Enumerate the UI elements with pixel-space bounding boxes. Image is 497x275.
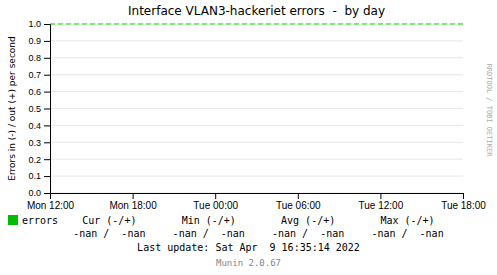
y-tick-label: 0.5 [28, 104, 41, 114]
y-tick-label: 1.0 [28, 19, 41, 29]
grid-line [50, 176, 463, 177]
last-update: Last update: Sat Apr 9 16:35:14 2022 [137, 242, 360, 253]
x-tick-mark [380, 193, 381, 199]
y-tick-label: 0.3 [28, 138, 41, 148]
plot-background [50, 24, 463, 193]
x-tick-mark [133, 193, 134, 199]
y-tick: 1.0 [28, 19, 50, 29]
stat-header: Avg (-/+) [281, 215, 335, 226]
y-tick: 0.6 [28, 87, 50, 97]
y-tick: 0.0 [28, 188, 50, 198]
y-tick-label: 0.7 [28, 70, 41, 80]
x-axis-line [51, 194, 464, 200]
grid-line [50, 159, 463, 160]
x-tick-label: Tue 18:00 [441, 200, 486, 211]
x-tick-mark [463, 193, 464, 199]
marks [50, 24, 463, 25]
chart: Mon 12:00 Mon 18:00 Tue 00:00 Tue 06:00 Tue … [0, 0, 497, 275]
y-tick-label: 0.1 [28, 171, 41, 181]
y-tick-mark [44, 92, 50, 93]
y-tick: 0.9 [28, 36, 50, 46]
y-tick-mark [44, 142, 50, 143]
y-axis: 0.0 0.1 0.2 0.3 0.4 0.5 0.6 0.7 0.8 0.9 1.0 [28, 19, 50, 198]
y-tick: 0.5 [28, 104, 50, 114]
y-tick-label: 0.4 [28, 121, 41, 131]
reference-line [50, 24, 463, 25]
y-grid [50, 24, 463, 193]
y-axis-title: Errors in (-) / out (+) per second [7, 36, 17, 181]
x-tick-label: Tue 06:00 [276, 200, 321, 211]
y-tick-mark [44, 109, 50, 110]
y-tick-mark [44, 193, 50, 194]
x-tick-mark [215, 193, 216, 199]
plot: Mon 12:00 Mon 18:00 Tue 00:00 Tue 06:00 Tue … [27, 19, 486, 211]
y-tick: 0.4 [28, 121, 50, 131]
grid-line [50, 91, 463, 92]
version: Munin 2.0.67 [216, 258, 281, 268]
grid-line [50, 74, 463, 75]
x-tick-label: Mon 12:00 [27, 200, 75, 211]
stat-header: Cur (-/+) [82, 215, 136, 226]
y-tick: 0.1 [28, 171, 50, 181]
y-tick-mark [44, 58, 50, 59]
stat-value: -nan / -nan [371, 228, 443, 239]
title: Interface VLAN3-hackeriet errors - by da… [128, 4, 385, 18]
x-tick: Tue 12:00 [359, 193, 404, 211]
x-tick: Tue 18:00 [441, 193, 486, 211]
y-axis-line [44, 25, 51, 194]
x-tick-label: Tue 00:00 [193, 200, 238, 211]
y-tick-mark [44, 176, 50, 177]
y-tick: 0.3 [28, 138, 50, 148]
y-tick-mark [44, 125, 50, 126]
x-tick: Tue 06:00 [276, 193, 321, 211]
legend-label: errors [22, 215, 58, 226]
x-tick-mark [298, 193, 299, 199]
watermark: RRDTOOL / TOBI OETIKER [485, 64, 493, 158]
stat-value: -nan / -nan [272, 228, 344, 239]
stat-value: -nan / -nan [173, 228, 245, 239]
stat-value: -nan / -nan [73, 228, 145, 239]
grid-line [50, 24, 463, 25]
grid-line [50, 57, 463, 58]
x-tick: Tue 00:00 [193, 193, 238, 211]
x-tick-label: Mon 18:00 [109, 200, 157, 211]
y-tick-label: 0.6 [28, 87, 41, 97]
y-tick-mark [44, 24, 50, 25]
legend-swatch [8, 215, 18, 225]
y-tick: 0.8 [28, 53, 50, 63]
x-tick-label: Tue 12:00 [359, 200, 404, 211]
grid-line [50, 40, 463, 41]
y-tick-label: 0.2 [28, 155, 41, 165]
stat-header: Min (-/+) [182, 215, 236, 226]
y-tick: 0.7 [28, 70, 50, 80]
y-tick-mark [44, 75, 50, 76]
y-tick-label: 0.8 [28, 53, 41, 63]
y-tick: 0.2 [28, 155, 50, 165]
x-tick: Mon 18:00 [109, 193, 157, 211]
grid-line [50, 108, 463, 109]
grid-line [50, 125, 463, 126]
grid-line [50, 142, 463, 143]
y-tick-mark [44, 41, 50, 42]
footer: errors -nan / -nan -nan / -nan -nan / -nan -… [8, 215, 444, 268]
y-tick-label: 0.0 [28, 188, 41, 198]
y-tick-mark [44, 159, 50, 160]
y-tick-label: 0.9 [28, 36, 41, 46]
stat-header: Max (-/+) [380, 215, 434, 226]
x-axis: Mon 12:00 Mon 18:00 Tue 00:00 Tue 06:00 Tue … [27, 193, 486, 211]
